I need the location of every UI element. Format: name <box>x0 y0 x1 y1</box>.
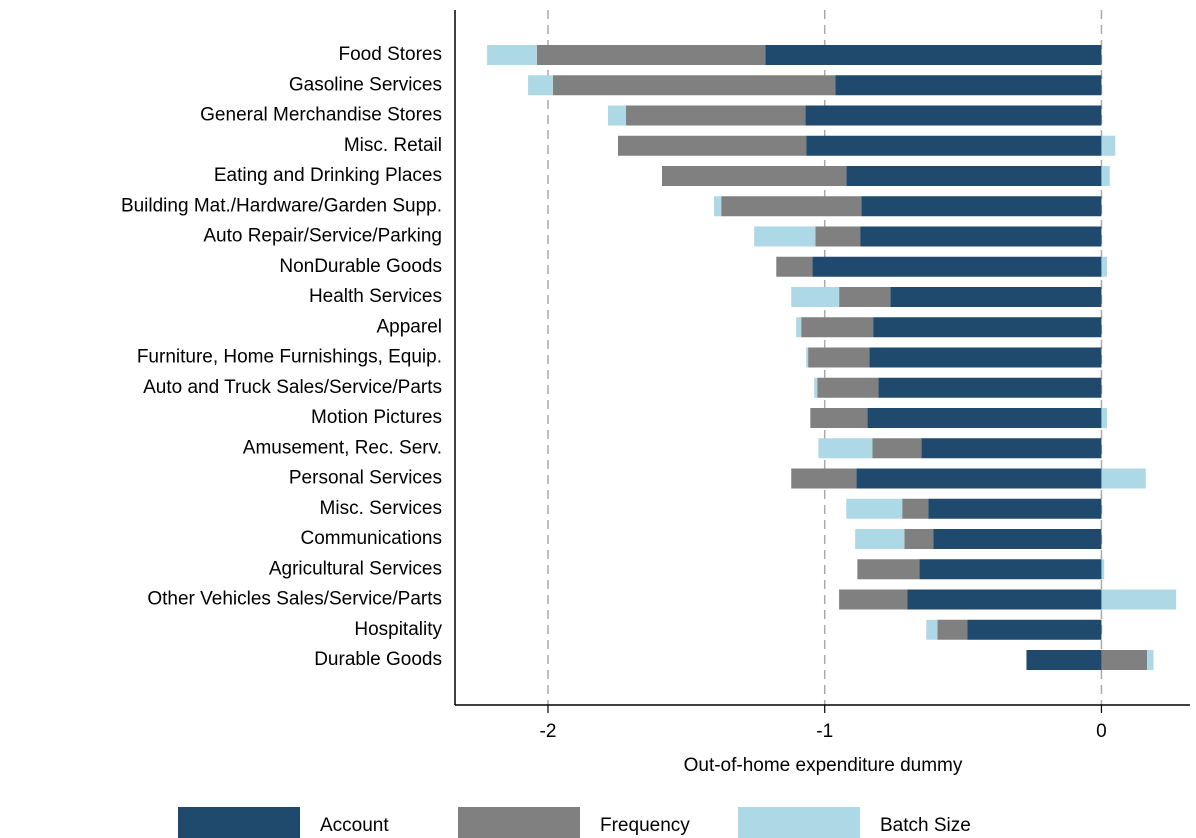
y-tick-label: Gasoline Services <box>289 74 442 95</box>
bar-segment <box>812 256 1102 277</box>
bar-segment <box>808 347 870 368</box>
bar-segment <box>1101 256 1107 277</box>
bar-segment <box>872 438 922 459</box>
bar-segment <box>552 75 836 96</box>
y-tick-label: Agricultural Services <box>269 558 442 579</box>
y-tick-label: Apparel <box>377 316 443 337</box>
bar-segment <box>869 347 1102 368</box>
bar-segment <box>857 559 920 580</box>
bar-segment <box>855 529 905 549</box>
y-tick-label: Food Stores <box>339 44 443 65</box>
y-tick-label: Hospitality <box>354 619 442 640</box>
bar-segment <box>1101 589 1177 610</box>
bar-segment <box>815 226 861 247</box>
y-tick-label: Motion Pictures <box>311 407 442 428</box>
bar-segment <box>839 589 908 610</box>
bar-segment <box>806 135 1102 156</box>
legend-label: Account <box>320 815 389 836</box>
bar-segment <box>921 438 1102 459</box>
bar-segment <box>626 105 806 126</box>
y-tick-label: Misc. Services <box>320 498 442 519</box>
bar-segment <box>818 438 873 459</box>
bar-segment <box>856 468 1102 489</box>
y-tick-label: Health Services <box>309 286 442 307</box>
x-axis-label: Out-of-home expenditure dummy <box>684 755 963 776</box>
y-tick-label: Misc. Retail <box>344 135 442 156</box>
bar-segment <box>835 75 1102 96</box>
bar-segment <box>967 619 1102 640</box>
legend-label: Frequency <box>600 815 690 836</box>
y-tick-label: Auto Repair/Service/Parking <box>203 226 442 247</box>
bar-segment <box>861 196 1102 217</box>
bar-segment <box>890 287 1102 307</box>
y-tick-label: Communications <box>301 528 443 549</box>
bar-segment <box>796 317 802 338</box>
y-tick-label: Durable Goods <box>314 649 442 670</box>
y-tick-label: Personal Services <box>289 468 442 489</box>
bar-segment <box>867 408 1102 428</box>
bar-segment <box>801 317 874 338</box>
bar-segment <box>528 75 553 96</box>
y-tick-label: Eating and Drinking Places <box>214 165 442 186</box>
bar-segment <box>536 45 766 65</box>
bar-segment <box>926 619 938 640</box>
x-tick-label: -1 <box>816 721 833 742</box>
bar-segment <box>754 226 816 247</box>
bar-segment <box>1101 468 1146 489</box>
y-tick-label: General Merchandise Stores <box>200 105 442 126</box>
bar-segment <box>1026 650 1102 670</box>
bar-segment <box>1101 135 1116 156</box>
bar-segment <box>1147 650 1154 670</box>
bar-segment <box>817 377 879 398</box>
bar-segment <box>721 196 862 217</box>
bar-segment <box>810 408 868 428</box>
bar-segment <box>902 498 929 519</box>
legend-swatch <box>178 807 300 838</box>
x-tick-label: -2 <box>540 721 557 742</box>
bar-segment <box>907 589 1102 610</box>
y-tick-label: NonDurable Goods <box>279 256 442 277</box>
bar-segment <box>617 135 807 156</box>
y-tick-label: Building Mat./Hardware/Garden Supp. <box>121 195 442 216</box>
bar-segment <box>846 166 1102 186</box>
legend-swatch <box>738 807 860 838</box>
bar-segment <box>776 256 813 277</box>
bar-segment <box>839 287 891 307</box>
bar-segment <box>1101 408 1107 428</box>
bar-segment <box>661 166 847 186</box>
bar-segment <box>487 45 537 65</box>
bar-segment <box>608 105 627 126</box>
bar-segment <box>714 196 722 217</box>
y-tick-label: Furniture, Home Furnishings, Equip. <box>137 347 442 368</box>
x-tick-label: 0 <box>1096 721 1107 742</box>
bar-segment <box>1101 166 1110 186</box>
bar-segment <box>791 287 840 307</box>
bar-segment <box>928 498 1102 519</box>
bar-segment <box>805 105 1102 126</box>
bar-segment <box>791 468 857 489</box>
bar-segment <box>919 559 1102 580</box>
y-tick-label: Auto and Truck Sales/Service/Parts <box>143 377 442 398</box>
bar-segment <box>814 377 818 398</box>
legend-swatch <box>458 807 580 838</box>
bar-segment <box>1101 559 1105 580</box>
bar-segment <box>860 226 1102 247</box>
bar-segment <box>765 45 1102 65</box>
y-tick-label: Amusement, Rec. Serv. <box>243 437 442 458</box>
legend-label: Batch Size <box>880 815 971 836</box>
bar-segment <box>806 347 809 368</box>
bar-segment <box>878 377 1102 398</box>
bar-segment <box>904 529 934 549</box>
y-tick-label: Other Vehicles Sales/Service/Parts <box>147 589 442 610</box>
bar-segment <box>873 317 1102 338</box>
bar-segment <box>937 619 968 640</box>
bar-segment <box>933 529 1102 549</box>
bar-segment <box>846 498 903 519</box>
bar-segment <box>1101 650 1148 670</box>
